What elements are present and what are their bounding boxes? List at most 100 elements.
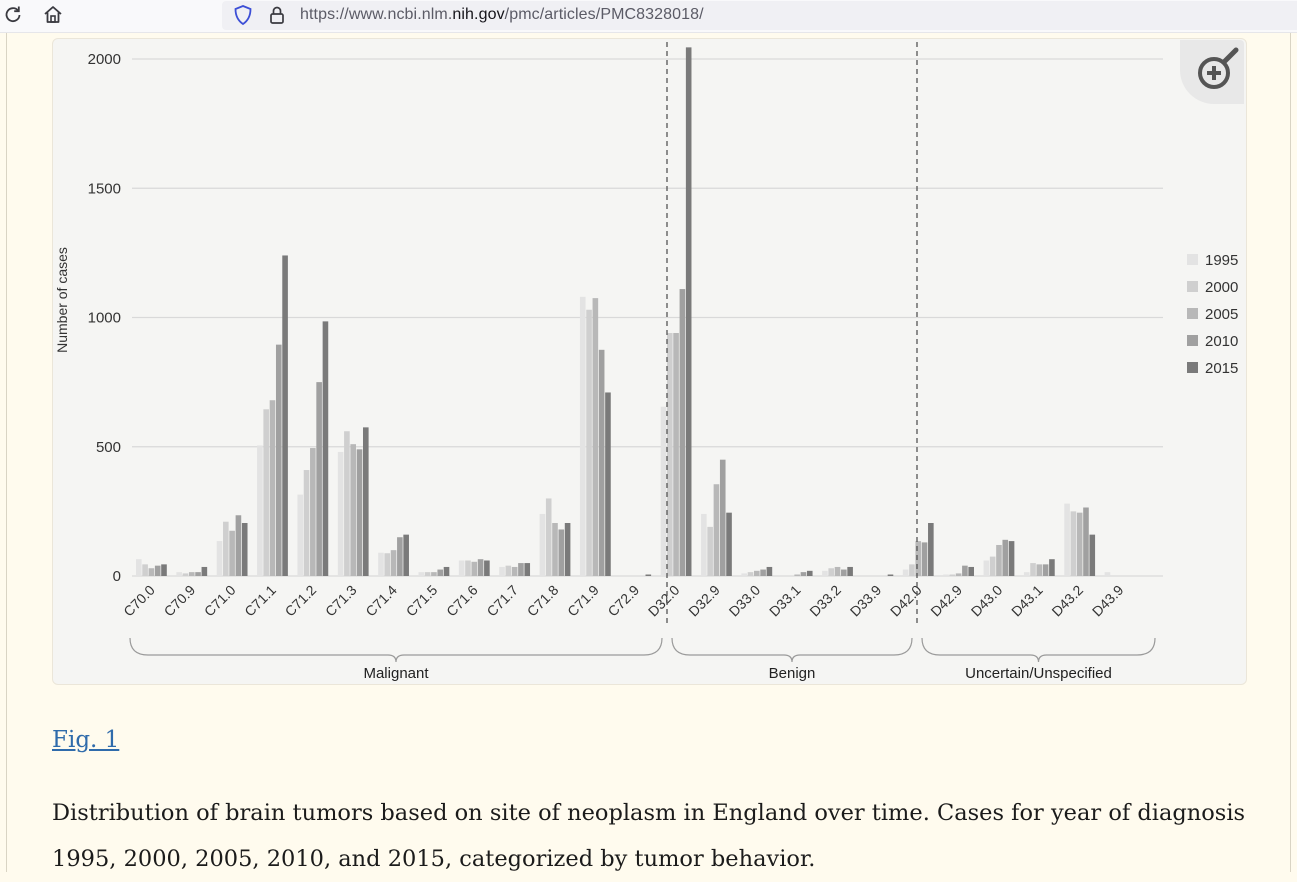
group-brace xyxy=(129,637,663,663)
bar-C71.3-2005 xyxy=(350,444,356,576)
bar-D33.0-2010 xyxy=(760,569,766,576)
x-tick-label: C71.6 xyxy=(443,582,481,620)
group-label: Benign xyxy=(769,665,816,682)
legend-label: 2010 xyxy=(1205,333,1238,350)
url-domain: nih.gov xyxy=(452,6,505,23)
y-axis-label: Number of cases xyxy=(54,247,70,353)
figure-link[interactable]: Fig. 1 xyxy=(52,727,120,753)
x-tick-label: C71.9 xyxy=(564,582,602,620)
bar-C71.7-1995 xyxy=(499,566,505,576)
bar-D32.0-2015 xyxy=(685,47,692,577)
figure-container[interactable] xyxy=(52,38,1247,685)
bar-D32.0-2000 xyxy=(666,333,673,576)
group-label: Uncertain/Unspecified xyxy=(965,665,1112,682)
bar-C71.2-2015 xyxy=(322,321,329,576)
bar-C70.9-2005 xyxy=(188,572,195,576)
bar-C71.3-2015 xyxy=(363,427,369,576)
bar-C70.0-2005 xyxy=(148,568,155,576)
bar-D32.9-2015 xyxy=(726,512,732,576)
bar-D32.9-2000 xyxy=(707,526,713,576)
lock-icon[interactable] xyxy=(266,4,288,31)
x-tick-label: D43.9 xyxy=(1089,582,1127,620)
bar-D43.1-1995 xyxy=(1023,572,1030,576)
x-tick-label: D43.2 xyxy=(1048,582,1086,620)
legend-swatch xyxy=(1187,362,1198,373)
bar-D33.2-2015 xyxy=(847,566,853,576)
bar-D43.1-2005 xyxy=(1036,564,1043,576)
bar-D32.0-2010 xyxy=(679,289,686,576)
x-tick-label: C71.7 xyxy=(483,582,521,620)
bar-C71.0-2000 xyxy=(223,521,229,576)
bar-C71.9-2005 xyxy=(592,298,599,576)
figure-caption: Distribution of brain tumors based on si… xyxy=(52,800,1246,872)
x-tick-label: C71.0 xyxy=(201,582,239,620)
bar-C71.5-2000 xyxy=(424,572,431,576)
bar-D43.2-2015 xyxy=(1089,534,1096,576)
bar-C71.1-2005 xyxy=(269,400,276,576)
bar-C71.3-2010 xyxy=(356,449,363,576)
x-tick-label: D33.9 xyxy=(847,582,885,620)
address-bar[interactable]: https://www.ncbi.nlm.nih.gov/pmc/article… xyxy=(222,1,1297,30)
x-tick-label: D42.9 xyxy=(927,582,965,620)
bar-C71.5-2005 xyxy=(431,572,437,576)
bar-D32.0-2005 xyxy=(673,333,679,576)
bar-D43.0-1995 xyxy=(983,560,990,576)
bar-C70.0-2000 xyxy=(142,564,148,576)
bar-D32.9-2005 xyxy=(713,484,720,576)
x-tick-label: C70.0 xyxy=(120,582,158,620)
group-label: Malignant xyxy=(363,665,429,682)
bar-C71.7-2005 xyxy=(511,566,518,576)
y-tick-label: 2000 xyxy=(88,51,121,68)
bar-D43.1-2010 xyxy=(1042,564,1049,576)
x-tick-label: D32.0 xyxy=(645,582,683,620)
bar-D43.9-1995 xyxy=(1104,572,1111,576)
bar-C71.6-2015 xyxy=(484,560,490,576)
reload-icon[interactable] xyxy=(2,4,26,26)
zoom-figure-button[interactable] xyxy=(1180,40,1244,104)
bar-D42.0-2005 xyxy=(915,541,922,576)
bar-D33.0-2000 xyxy=(747,572,754,576)
page-border-left xyxy=(6,33,7,872)
bar-D43.0-2015 xyxy=(1008,541,1015,576)
bar-D33.0-2005 xyxy=(754,570,760,576)
bar-D32.9-2010 xyxy=(719,459,726,576)
bar-C71.8-2005 xyxy=(552,523,558,576)
x-tick-label: D43.1 xyxy=(1008,582,1046,620)
bar-C71.4-2005 xyxy=(390,550,397,576)
bar-D33.1-2010 xyxy=(800,572,807,576)
bar-C70.9-1995 xyxy=(176,572,182,576)
bar-D42.9-2015 xyxy=(968,566,974,576)
bar-C71.2-2005 xyxy=(310,448,316,576)
legend-swatch xyxy=(1187,308,1198,319)
bar-D43.2-2010 xyxy=(1083,507,1089,576)
tracking-protection-shield-icon[interactable] xyxy=(232,4,254,31)
bar-D43.2-1995 xyxy=(1064,503,1070,576)
bar-D42.9-2005 xyxy=(955,573,962,576)
bar-C71.0-2010 xyxy=(235,515,242,576)
bar-C70.9-2015 xyxy=(201,566,208,576)
bar-C71.4-2010 xyxy=(397,537,403,576)
bar-C70.0-2015 xyxy=(161,564,167,576)
y-tick-label: 0 xyxy=(113,568,121,585)
x-tick-label: C71.5 xyxy=(403,582,441,620)
home-icon[interactable] xyxy=(42,4,66,26)
bar-D42.9-2000 xyxy=(949,574,956,576)
bar-C71.2-2010 xyxy=(316,382,322,576)
url-text[interactable]: https://www.ncbi.nlm.nih.gov/pmc/article… xyxy=(300,6,704,24)
bar-D43.0-2005 xyxy=(996,544,1002,576)
bar-C72.9-2015 xyxy=(645,574,652,576)
browser-toolbar: https://www.ncbi.nlm.nih.gov/pmc/article… xyxy=(0,0,1297,33)
bar-C71.8-2000 xyxy=(545,498,552,576)
bar-C71.1-2015 xyxy=(282,255,288,576)
bar-D42.0-2010 xyxy=(921,542,928,576)
y-tick-label: 1500 xyxy=(88,180,121,197)
bar-D43.1-2015 xyxy=(1049,559,1055,576)
x-tick-label: D42.0 xyxy=(887,582,925,620)
bar-C71.4-1995 xyxy=(378,552,384,576)
legend-label: 1995 xyxy=(1205,252,1238,269)
x-tick-label: C71.3 xyxy=(322,582,360,620)
x-tick-label: C71.8 xyxy=(524,582,562,620)
bar-C70.0-1995 xyxy=(136,559,142,576)
bar-chart: 0 500 1000 1500 2000 Number of cases C70.0 C70.… xyxy=(54,42,1238,682)
bar-C71.6-1995 xyxy=(458,560,465,576)
